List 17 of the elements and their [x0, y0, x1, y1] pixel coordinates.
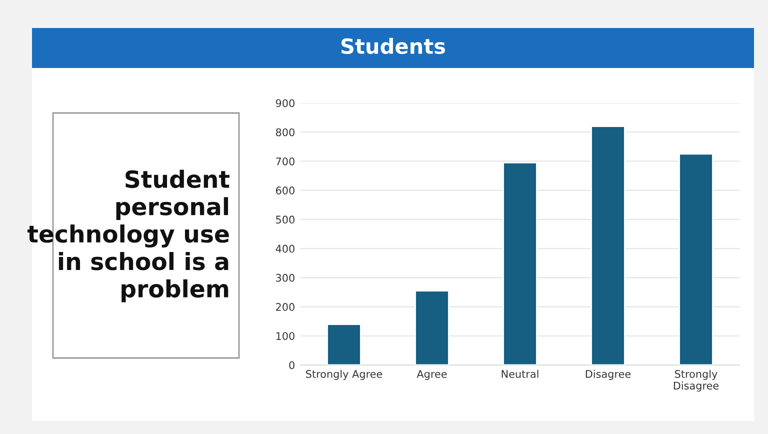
- y-tick-label: 900: [276, 99, 294, 108]
- y-tick-label: 400: [276, 244, 294, 253]
- y-tick-label: 500: [276, 216, 294, 224]
- y-tick-label: 800: [276, 128, 294, 136]
- y-tick-label: 300: [276, 274, 294, 282]
- x-tick-label: Strongly Agree: [306, 370, 382, 380]
- y-tick-label: 0: [289, 361, 294, 370]
- x-tick-label: Agree: [416, 370, 447, 380]
- y-tick-label: 700: [276, 157, 294, 166]
- x-tick-label: Neutral: [502, 370, 538, 378]
- text: Student personal technology use in school is a problem: [27, 170, 230, 302]
- y-tick-label: 600: [276, 186, 294, 194]
- chart-title: Students: [341, 38, 446, 54]
- x-tick-label: Disagree: [586, 370, 631, 380]
- y-tick-label: 100: [276, 332, 294, 340]
- y-tick-label: 200: [276, 303, 294, 311]
- x-tick-label: Strongly Disagree: [674, 370, 719, 392]
